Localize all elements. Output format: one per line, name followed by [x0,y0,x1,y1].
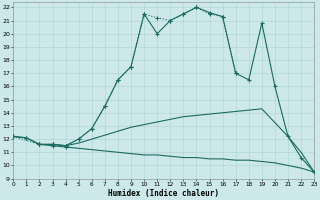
X-axis label: Humidex (Indice chaleur): Humidex (Indice chaleur) [108,189,219,198]
